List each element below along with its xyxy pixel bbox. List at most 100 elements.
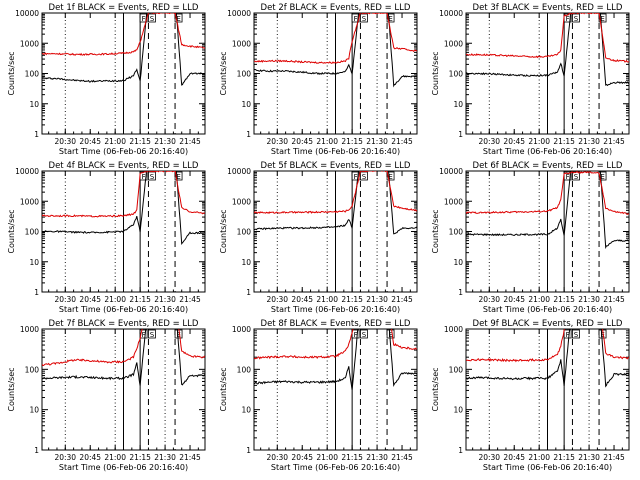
- y-tick-label: 10: [453, 100, 463, 109]
- y-axis-label: Counts/sec: [431, 209, 440, 253]
- panel-title: Det 8f BLACK = Events, RED = LLD: [261, 319, 411, 329]
- x-tick-label: 20:30: [266, 453, 288, 462]
- x-tick-label: 21:00: [528, 453, 550, 462]
- x-tick-label: 20:30: [54, 137, 76, 146]
- y-tick-label: 10: [241, 100, 251, 109]
- marker-box: [139, 329, 148, 339]
- marker-label: F: [354, 173, 358, 181]
- marker-box: [598, 13, 607, 23]
- panel-det-5: Det 5f BLACK = Events, RED = LLD 1 10 100 10…: [219, 161, 418, 314]
- x-tick-label: 20:30: [266, 137, 288, 146]
- x-axis-label: Start Time (06-Feb-06 20:16:40): [271, 305, 400, 314]
- series-line-lld: [466, 171, 629, 215]
- x-tick-label: 21:15: [553, 295, 575, 304]
- marker-label: S: [150, 15, 155, 23]
- y-tick-label: 1: [458, 130, 463, 139]
- x-tick-label: 21:30: [366, 295, 388, 304]
- x-axis-label: Start Time (06-Feb-06 20:16:40): [59, 305, 188, 314]
- marker-box: [174, 13, 183, 23]
- panel-title: Det 9f BLACK = Events, RED = LLD: [473, 319, 623, 329]
- series-line-lld: [42, 171, 205, 218]
- series-line-lld: [42, 329, 205, 367]
- x-tick-label: 21:15: [553, 137, 575, 146]
- marker-label: S: [150, 331, 155, 339]
- y-axis-label: Counts/sec: [219, 367, 228, 411]
- x-tick-label: 20:30: [478, 295, 500, 304]
- x-tick-label: 21:30: [154, 453, 176, 462]
- x-tick-label: 20:30: [54, 453, 76, 462]
- marker-label: F: [142, 173, 146, 181]
- x-tick-label: 21:15: [129, 137, 151, 146]
- panel-title: Det 2f BLACK = Events, RED = LLD: [261, 3, 411, 13]
- x-tick-label: 21:15: [341, 453, 363, 462]
- panel-det-8: Det 8f BLACK = Events, RED = LLD 1 10 100 10…: [219, 319, 418, 472]
- marker-label: E: [600, 331, 604, 339]
- y-tick-label: 10000: [15, 167, 39, 176]
- y-tick-label: 100: [25, 365, 40, 374]
- x-tick-label: 21:45: [391, 295, 413, 304]
- y-tick-label: 100: [25, 70, 40, 79]
- x-tick-label: 20:45: [79, 137, 101, 146]
- y-tick-label: 10000: [15, 9, 39, 18]
- x-tick-label: 21:45: [603, 453, 625, 462]
- y-tick-label: 1: [246, 288, 251, 297]
- x-tick-label: 20:30: [478, 137, 500, 146]
- y-tick-label: 1000: [444, 39, 463, 48]
- x-tick-label: 21:45: [179, 295, 201, 304]
- series-line-events: [254, 13, 417, 88]
- x-tick-label: 20:30: [478, 453, 500, 462]
- x-tick-label: 21:15: [129, 453, 151, 462]
- marker-label: S: [574, 15, 579, 23]
- marker-label: E: [388, 331, 392, 339]
- y-axis-label: Counts/sec: [7, 51, 16, 95]
- x-tick-label: 20:30: [266, 295, 288, 304]
- series-line-lld: [466, 13, 629, 63]
- panel-det-7: Det 7f BLACK = Events, RED = LLD 1 10 100 10…: [7, 319, 206, 472]
- y-axis-label: Counts/sec: [7, 209, 16, 253]
- panel-title: Det 4f BLACK = Events, RED = LLD: [49, 161, 199, 171]
- y-tick-label: 100: [25, 228, 40, 237]
- x-tick-label: 21:30: [366, 137, 388, 146]
- marker-box: [386, 329, 395, 339]
- panel-title: Det 5f BLACK = Events, RED = LLD: [261, 161, 411, 171]
- y-tick-label: 1: [458, 446, 463, 455]
- marker-label: F: [142, 15, 146, 23]
- marker-label: E: [176, 15, 180, 23]
- x-tick-label: 21:30: [366, 453, 388, 462]
- marker-box: [148, 329, 156, 339]
- marker-box: [386, 13, 395, 23]
- marker-box: [360, 171, 368, 181]
- y-tick-label: 10: [453, 258, 463, 267]
- panel-det-2: Det 2f BLACK = Events, RED = LLD 1 10 100 10…: [219, 3, 418, 156]
- marker-label: S: [362, 173, 367, 181]
- y-tick-label: 1: [246, 446, 251, 455]
- y-tick-label: 1000: [20, 39, 39, 48]
- marker-box: [563, 329, 572, 339]
- panel-title: Det 7f BLACK = Events, RED = LLD: [49, 319, 199, 329]
- x-tick-label: 21:15: [553, 453, 575, 462]
- x-tick-label: 20:45: [291, 137, 313, 146]
- y-tick-label: 1: [246, 130, 251, 139]
- y-tick-label: 10: [29, 100, 39, 109]
- x-axis-label: Start Time (06-Feb-06 20:16:40): [271, 463, 400, 472]
- y-tick-label: 10: [453, 406, 463, 415]
- x-axis-label: Start Time (06-Feb-06 20:16:40): [483, 305, 612, 314]
- panel-title: Det 6f BLACK = Events, RED = LLD: [473, 161, 623, 171]
- x-tick-label: 20:45: [503, 137, 525, 146]
- series-line-lld: [254, 171, 417, 215]
- y-tick-label: 10000: [439, 9, 463, 18]
- marker-label: S: [362, 15, 367, 23]
- x-tick-label: 20:45: [79, 295, 101, 304]
- marker-box: [572, 329, 580, 339]
- y-tick-label: 100: [449, 70, 464, 79]
- marker-box: [148, 13, 156, 23]
- y-tick-label: 1000: [232, 325, 251, 334]
- panel-det-9: Det 9f BLACK = Events, RED = LLD 1 10 100 10…: [431, 319, 630, 472]
- x-tick-label: 21:45: [603, 137, 625, 146]
- series-line-events: [42, 329, 205, 386]
- x-tick-label: 20:45: [503, 295, 525, 304]
- series-line-events: [466, 171, 629, 250]
- panel-det-3: Det 3f BLACK = Events, RED = LLD 1 10 100 10…: [431, 3, 630, 156]
- marker-label: F: [566, 331, 570, 339]
